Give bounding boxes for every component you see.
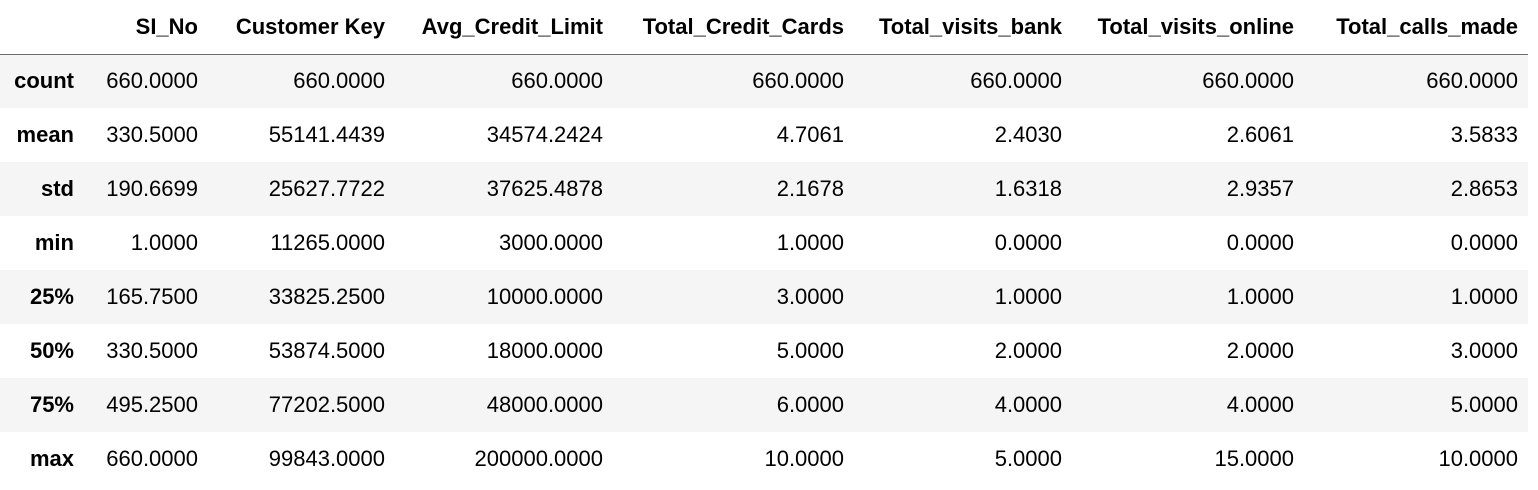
table-cell: 660.0000 [106, 446, 198, 471]
table-cell: 660.0000 [106, 68, 198, 94]
row-index-label: std [41, 176, 74, 201]
table-cell: 99843.0000 [268, 446, 385, 471]
table-cell: 77202.5000 [268, 392, 385, 417]
table-cell: 10000.0000 [486, 284, 603, 309]
table-cell: 2.0000 [994, 338, 1062, 363]
table-cell: 495.2500 [106, 392, 198, 417]
table-row: 25% 165.7500 33825.2500 10000.0000 3.0000 1.0… [0, 270, 1528, 324]
table-cell: 200000.0000 [474, 446, 603, 471]
table-cell: 1.0000 [130, 230, 198, 255]
table-cell: 48000.0000 [486, 392, 603, 417]
table-cell: 660.0000 [511, 68, 603, 94]
table-cell: 2.0000 [1226, 338, 1294, 363]
table-cell: 190.6699 [106, 176, 198, 201]
column-header-si-no: SI_No [84, 0, 208, 55]
table-cell: 3.5833 [1450, 122, 1518, 147]
table-cell: 2.9357 [1226, 176, 1294, 201]
table-cell: 1.0000 [994, 284, 1062, 309]
table-cell: 660.0000 [1426, 68, 1518, 94]
table-cell: 0.0000 [1450, 230, 1518, 255]
row-index-label: 75% [29, 392, 74, 417]
table-cell: 11265.0000 [270, 230, 385, 255]
row-index-label: mean [16, 122, 74, 147]
table-cell: 5.0000 [994, 446, 1062, 471]
column-header-total-visits-bank: Total_visits_bank [854, 0, 1072, 55]
row-index-label: max [29, 446, 74, 471]
table-row: 75% 495.2500 77202.5000 48000.0000 6.0000 4.0… [0, 378, 1528, 432]
table-cell: 4.0000 [1226, 392, 1294, 417]
table-cell: 660.0000 [293, 68, 385, 94]
table-cell: 1.0000 [1226, 284, 1294, 309]
table-cell: 0.0000 [994, 230, 1062, 255]
column-header-total-calls-made: Total_calls_made [1304, 0, 1528, 55]
table-cell: 660.0000 [970, 68, 1062, 94]
table-cell: 330.5000 [106, 338, 198, 363]
index-corner-header [0, 0, 84, 55]
table-row: min 1.0000 11265.0000 3000.0000 1.0000 0.0000… [0, 216, 1528, 270]
table-cell: 0.0000 [1226, 230, 1294, 255]
table-cell: 2.4030 [994, 122, 1062, 147]
table-cell: 660.0000 [752, 68, 844, 94]
table-row: mean 330.5000 55141.4439 34574.2424 4.7061 2.… [0, 108, 1528, 162]
table-cell: 4.0000 [994, 392, 1062, 417]
table-row: std 190.6699 25627.7722 37625.4878 2.1678 1.6… [0, 162, 1528, 216]
table-cell: 37625.4878 [486, 176, 603, 201]
table-cell: 2.6061 [1226, 122, 1294, 147]
table-cell: 53874.5000 [268, 338, 385, 363]
table-cell: 6.0000 [776, 392, 844, 417]
table-cell: 18000.0000 [486, 338, 603, 363]
table-cell: 1.0000 [776, 230, 844, 255]
row-index-label: min [34, 230, 74, 255]
table-cell: 34574.2424 [486, 122, 603, 147]
row-index-label: 25% [29, 284, 74, 309]
table-cell: 55141.4439 [268, 122, 385, 147]
column-header-customer-key: Customer Key [208, 0, 395, 55]
table-cell: 3000.0000 [499, 230, 603, 255]
table-cell: 5.0000 [776, 338, 844, 363]
table-cell: 1.6318 [994, 176, 1062, 201]
table-cell: 5.0000 [1450, 392, 1518, 417]
header-row: SI_No Customer Key Avg_Credit_Limit Tota… [0, 0, 1528, 55]
column-header-total-credit-cards: Total_Credit_Cards [613, 0, 854, 55]
table-cell: 165.7500 [106, 284, 198, 309]
table-cell: 2.1678 [776, 176, 844, 201]
column-header-avg-credit-limit: Avg_Credit_Limit [395, 0, 613, 55]
table-header: SI_No Customer Key Avg_Credit_Limit Tota… [0, 0, 1528, 55]
table-cell: 1.0000 [1450, 284, 1518, 309]
table-cell: 3.0000 [776, 284, 844, 309]
table-cell: 10.0000 [764, 446, 844, 471]
table-row: 50% 330.5000 53874.5000 18000.0000 5.0000 2.0… [0, 324, 1528, 378]
table-cell: 4.7061 [776, 122, 844, 147]
table-cell: 330.5000 [106, 122, 198, 147]
row-index-label: 50% [29, 338, 74, 363]
table-cell: 3.0000 [1450, 338, 1518, 363]
table-cell: 33825.2500 [268, 284, 385, 309]
column-header-total-visits-online: Total_visits_online [1072, 0, 1304, 55]
table-row: count 660.0000 660.0000 660.0000 660.0000 660… [0, 54, 1528, 108]
table-cell: 660.0000 [1202, 68, 1294, 94]
table-body: count 660.0000 660.0000 660.0000 660.0000 660… [0, 54, 1528, 486]
row-index-label: count [14, 68, 74, 94]
table-cell: 10.0000 [1438, 446, 1518, 471]
table-cell: 15.0000 [1214, 446, 1294, 471]
table-cell: 25627.7722 [268, 176, 385, 201]
table-cell: 2.8653 [1450, 176, 1518, 201]
table-row: max 660.0000 99843.0000 200000.0000 10.0000 5… [0, 432, 1528, 486]
